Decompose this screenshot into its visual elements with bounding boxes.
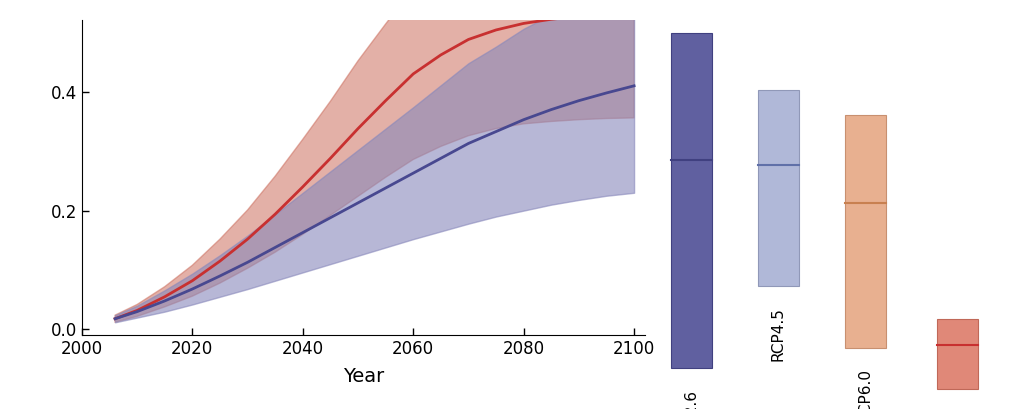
Text: RCP6.0: RCP6.0 xyxy=(858,368,872,409)
X-axis label: Year: Year xyxy=(343,366,384,386)
Text: RCP4.5: RCP4.5 xyxy=(771,307,785,361)
Text: RCP2.6: RCP2.6 xyxy=(684,389,698,409)
